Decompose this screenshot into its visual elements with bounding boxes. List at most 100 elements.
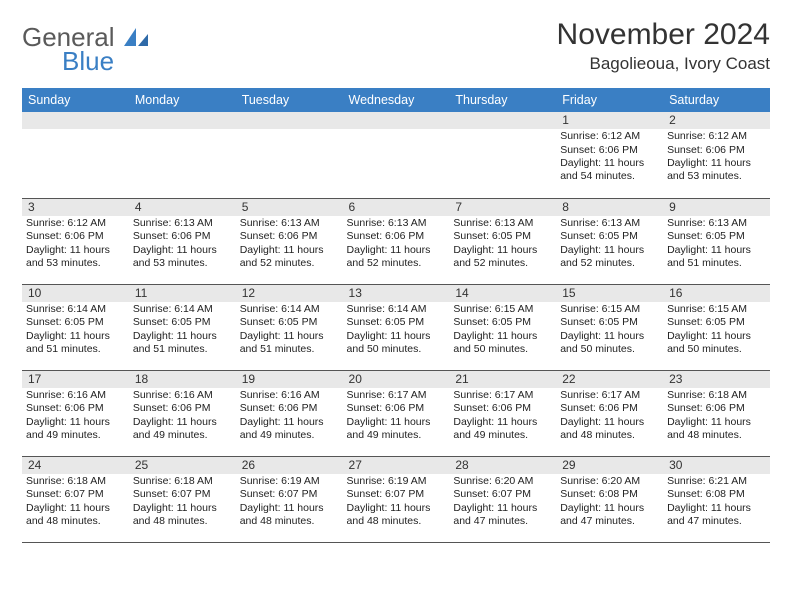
- sunset-text: Sunset: 6:06 PM: [240, 230, 339, 243]
- day-number: 24: [22, 457, 129, 474]
- calendar-cell: [129, 112, 236, 198]
- sunset-text: Sunset: 6:08 PM: [667, 488, 766, 501]
- day-body: Sunrise: 6:16 AMSunset: 6:06 PMDaylight:…: [236, 388, 343, 447]
- sunrise-text: Sunrise: 6:14 AM: [26, 303, 125, 316]
- day-number: 8: [556, 199, 663, 216]
- calendar-cell: 24Sunrise: 6:18 AMSunset: 6:07 PMDayligh…: [22, 456, 129, 542]
- daylight-text: Daylight: 11 hours and 50 minutes.: [667, 330, 766, 357]
- daylight-text: Daylight: 11 hours and 52 minutes.: [240, 244, 339, 271]
- daylight-text: Daylight: 11 hours and 48 minutes.: [667, 416, 766, 443]
- day-number: 17: [22, 371, 129, 388]
- calendar-cell: 11Sunrise: 6:14 AMSunset: 6:05 PMDayligh…: [129, 284, 236, 370]
- day-number: 1: [556, 112, 663, 129]
- calendar-cell: 3Sunrise: 6:12 AMSunset: 6:06 PMDaylight…: [22, 198, 129, 284]
- dayhead-monday: Monday: [129, 88, 236, 112]
- sunset-text: Sunset: 6:06 PM: [26, 402, 125, 415]
- sunrise-text: Sunrise: 6:14 AM: [133, 303, 232, 316]
- sunrise-text: Sunrise: 6:13 AM: [453, 217, 552, 230]
- day-number: 7: [449, 199, 556, 216]
- day-body: Sunrise: 6:15 AMSunset: 6:05 PMDaylight:…: [663, 302, 770, 361]
- day-body: Sunrise: 6:15 AMSunset: 6:05 PMDaylight:…: [449, 302, 556, 361]
- day-number: 19: [236, 371, 343, 388]
- day-number: 6: [343, 199, 450, 216]
- dayhead-sunday: Sunday: [22, 88, 129, 112]
- sunrise-text: Sunrise: 6:17 AM: [560, 389, 659, 402]
- sunrise-text: Sunrise: 6:20 AM: [560, 475, 659, 488]
- sunrise-text: Sunrise: 6:12 AM: [26, 217, 125, 230]
- daylight-text: Daylight: 11 hours and 48 minutes.: [133, 502, 232, 529]
- daylight-text: Daylight: 11 hours and 53 minutes.: [133, 244, 232, 271]
- daylight-text: Daylight: 11 hours and 50 minutes.: [560, 330, 659, 357]
- day-number: 22: [556, 371, 663, 388]
- sunrise-text: Sunrise: 6:13 AM: [240, 217, 339, 230]
- calendar-cell: [236, 112, 343, 198]
- sunset-text: Sunset: 6:07 PM: [133, 488, 232, 501]
- sunset-text: Sunset: 6:06 PM: [133, 230, 232, 243]
- sunset-text: Sunset: 6:05 PM: [240, 316, 339, 329]
- sunrise-text: Sunrise: 6:14 AM: [240, 303, 339, 316]
- sunset-text: Sunset: 6:06 PM: [667, 144, 766, 157]
- calendar-body: 1Sunrise: 6:12 AMSunset: 6:06 PMDaylight…: [22, 112, 770, 542]
- calendar-row: 24Sunrise: 6:18 AMSunset: 6:07 PMDayligh…: [22, 456, 770, 542]
- day-body: Sunrise: 6:21 AMSunset: 6:08 PMDaylight:…: [663, 474, 770, 533]
- sunset-text: Sunset: 6:06 PM: [667, 402, 766, 415]
- day-number: 16: [663, 285, 770, 302]
- day-number: 5: [236, 199, 343, 216]
- sunset-text: Sunset: 6:06 PM: [560, 402, 659, 415]
- calendar-cell: 17Sunrise: 6:16 AMSunset: 6:06 PMDayligh…: [22, 370, 129, 456]
- day-body: Sunrise: 6:20 AMSunset: 6:07 PMDaylight:…: [449, 474, 556, 533]
- calendar-cell: 15Sunrise: 6:15 AMSunset: 6:05 PMDayligh…: [556, 284, 663, 370]
- calendar-row: 10Sunrise: 6:14 AMSunset: 6:05 PMDayligh…: [22, 284, 770, 370]
- day-number: 12: [236, 285, 343, 302]
- title-block: November 2024 Bagolieoua, Ivory Coast: [557, 18, 770, 74]
- day-number: 21: [449, 371, 556, 388]
- day-body: Sunrise: 6:12 AMSunset: 6:06 PMDaylight:…: [556, 129, 663, 188]
- sunset-text: Sunset: 6:05 PM: [667, 316, 766, 329]
- day-body: Sunrise: 6:17 AMSunset: 6:06 PMDaylight:…: [556, 388, 663, 447]
- sunrise-text: Sunrise: 6:13 AM: [347, 217, 446, 230]
- calendar-cell: 28Sunrise: 6:20 AMSunset: 6:07 PMDayligh…: [449, 456, 556, 542]
- calendar-cell: 2Sunrise: 6:12 AMSunset: 6:06 PMDaylight…: [663, 112, 770, 198]
- sunrise-text: Sunrise: 6:13 AM: [560, 217, 659, 230]
- day-number: 9: [663, 199, 770, 216]
- day-number-empty: [343, 112, 450, 129]
- day-number-empty: [449, 112, 556, 129]
- sunrise-text: Sunrise: 6:16 AM: [133, 389, 232, 402]
- sunset-text: Sunset: 6:05 PM: [560, 316, 659, 329]
- day-body: Sunrise: 6:19 AMSunset: 6:07 PMDaylight:…: [236, 474, 343, 533]
- day-body: Sunrise: 6:16 AMSunset: 6:06 PMDaylight:…: [129, 388, 236, 447]
- day-body: Sunrise: 6:19 AMSunset: 6:07 PMDaylight:…: [343, 474, 450, 533]
- day-number: 15: [556, 285, 663, 302]
- logo: General Blue: [22, 18, 150, 74]
- calendar-cell: 20Sunrise: 6:17 AMSunset: 6:06 PMDayligh…: [343, 370, 450, 456]
- daylight-text: Daylight: 11 hours and 49 minutes.: [133, 416, 232, 443]
- sunset-text: Sunset: 6:05 PM: [453, 316, 552, 329]
- daylight-text: Daylight: 11 hours and 51 minutes.: [667, 244, 766, 271]
- calendar-cell: 1Sunrise: 6:12 AMSunset: 6:06 PMDaylight…: [556, 112, 663, 198]
- daylight-text: Daylight: 11 hours and 47 minutes.: [667, 502, 766, 529]
- daylight-text: Daylight: 11 hours and 48 minutes.: [560, 416, 659, 443]
- daylight-text: Daylight: 11 hours and 51 minutes.: [26, 330, 125, 357]
- calendar-cell: 16Sunrise: 6:15 AMSunset: 6:05 PMDayligh…: [663, 284, 770, 370]
- daylight-text: Daylight: 11 hours and 51 minutes.: [133, 330, 232, 357]
- daylight-text: Daylight: 11 hours and 49 minutes.: [453, 416, 552, 443]
- sunset-text: Sunset: 6:05 PM: [453, 230, 552, 243]
- day-body: Sunrise: 6:12 AMSunset: 6:06 PMDaylight:…: [663, 129, 770, 188]
- day-number: 27: [343, 457, 450, 474]
- day-number-empty: [129, 112, 236, 129]
- sunset-text: Sunset: 6:06 PM: [240, 402, 339, 415]
- day-number: 10: [22, 285, 129, 302]
- calendar-cell: 23Sunrise: 6:18 AMSunset: 6:06 PMDayligh…: [663, 370, 770, 456]
- calendar-row: 1Sunrise: 6:12 AMSunset: 6:06 PMDaylight…: [22, 112, 770, 198]
- daylight-text: Daylight: 11 hours and 54 minutes.: [560, 157, 659, 184]
- day-number: 30: [663, 457, 770, 474]
- sunrise-text: Sunrise: 6:15 AM: [453, 303, 552, 316]
- dayhead-thursday: Thursday: [449, 88, 556, 112]
- day-body: Sunrise: 6:17 AMSunset: 6:06 PMDaylight:…: [343, 388, 450, 447]
- daylight-text: Daylight: 11 hours and 49 minutes.: [347, 416, 446, 443]
- day-body: Sunrise: 6:14 AMSunset: 6:05 PMDaylight:…: [22, 302, 129, 361]
- sunset-text: Sunset: 6:07 PM: [240, 488, 339, 501]
- daylight-text: Daylight: 11 hours and 51 minutes.: [240, 330, 339, 357]
- calendar-cell: 27Sunrise: 6:19 AMSunset: 6:07 PMDayligh…: [343, 456, 450, 542]
- day-number: 4: [129, 199, 236, 216]
